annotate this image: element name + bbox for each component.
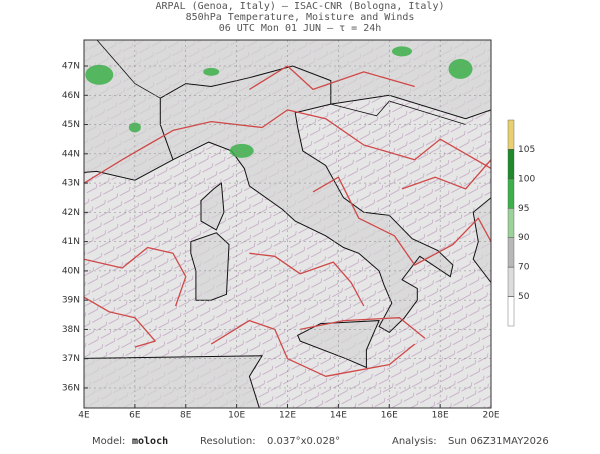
colorbar-label: 70	[518, 263, 530, 273]
header-line: ARPAL (Genoa, Italy) — ISAC-CNR (Bologna…	[156, 1, 445, 12]
resolution: 0.037°x0.028°	[267, 436, 340, 447]
colorbar-label: 95	[518, 204, 529, 214]
temperature-contour	[312, 176, 491, 266]
model-label: Model:	[92, 436, 125, 447]
lat-label: 39N	[62, 296, 80, 306]
analysis: Sun 06Z31MAY2026	[448, 436, 549, 447]
lat-label: 44N	[62, 149, 80, 159]
colorbar-label: 105	[518, 145, 535, 155]
lon-label: 6E	[129, 411, 141, 421]
colorbar-segment	[507, 178, 515, 209]
moisture-patch	[229, 143, 254, 158]
temperature-contour	[210, 319, 416, 377]
temperature-contour	[84, 246, 187, 307]
temperature-contour	[249, 252, 365, 307]
moisture-patch	[128, 122, 141, 133]
lon-label: 20E	[482, 411, 499, 421]
colorbar-segment	[507, 296, 515, 327]
lat-label: 42N	[62, 208, 80, 218]
colorbar-segment	[507, 266, 515, 297]
colorbar-segment	[507, 149, 515, 180]
analysis-label: Analysis:	[392, 436, 437, 447]
colorbar-label: 90	[518, 233, 530, 243]
colorbar-label: 100	[518, 174, 535, 184]
moisture-patch	[392, 46, 412, 57]
lat-label: 41N	[62, 237, 80, 247]
border	[159, 65, 332, 160]
colorbar-segment	[507, 237, 515, 268]
lat-label: 40N	[62, 266, 80, 276]
temperature-contour	[249, 65, 415, 91]
map	[84, 40, 491, 408]
moisture-patch	[448, 58, 473, 79]
header-line: 850hPa Temperature, Moisture and Winds	[186, 12, 415, 23]
temperature-contour	[84, 109, 491, 184]
lat-label: 43N	[62, 179, 80, 189]
colorbar-label: 50	[518, 292, 530, 302]
model: moloch	[132, 436, 168, 447]
land	[84, 355, 264, 408]
lon-label: 12E	[279, 411, 296, 421]
lat-label: 38N	[62, 325, 80, 335]
moisture-patch	[203, 67, 220, 76]
border	[330, 100, 466, 125]
resolution-label: Resolution:	[200, 436, 256, 447]
colorbar-segment	[507, 119, 515, 150]
temperature-contour	[84, 296, 156, 348]
colorbar-segment	[507, 208, 515, 238]
lon-label: 14E	[330, 411, 347, 421]
lon-label: 16E	[381, 411, 398, 421]
border	[96, 40, 161, 99]
lat-label: 46N	[62, 91, 80, 101]
header-line: 06 UTC Mon 01 JUN — τ = 24h	[219, 23, 382, 34]
moisture-patch	[85, 64, 114, 85]
temperature-contour	[300, 317, 426, 339]
lon-label: 4E	[78, 411, 90, 421]
lon-label: 8E	[180, 411, 192, 421]
lon-label: 18E	[432, 411, 449, 421]
colorbar: 105 100 95 90 70 50	[507, 119, 535, 327]
lat-label: 37N	[62, 354, 80, 364]
lat-label: 36N	[62, 383, 80, 393]
land	[200, 182, 225, 231]
land	[190, 232, 230, 301]
lat-label: 47N	[62, 62, 80, 72]
lat-label: 45N	[62, 120, 80, 130]
lon-label: 10E	[228, 411, 245, 421]
